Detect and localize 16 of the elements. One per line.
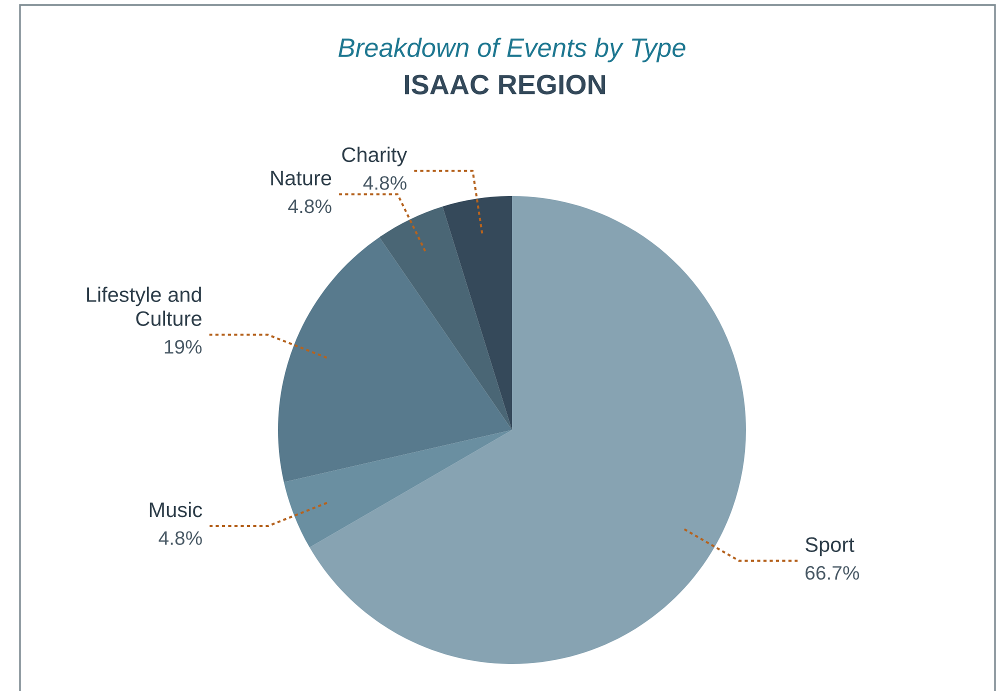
data-label: 66.7%	[806, 566, 860, 580]
pie-slice	[442, 196, 512, 430]
data-label: 19%	[164, 340, 202, 354]
slice-label: Music	[150, 502, 202, 518]
slice-label: Charity	[342, 146, 408, 166]
slice-label: Lifestyle and Culture	[87, 286, 202, 326]
data-label: 4.8%	[288, 199, 332, 214]
pie-slice	[278, 237, 512, 482]
slice-label: Nature	[271, 170, 332, 186]
pie-slice	[379, 206, 512, 430]
data-label: 4.8%	[158, 531, 202, 545]
pie-slice	[284, 430, 512, 548]
slice-label: Sport	[806, 537, 854, 556]
data-label: 4.8%	[363, 176, 406, 190]
chart-subtitle: ISAAC REGION	[404, 74, 605, 94]
chart-title: Breakdown of Events by Type	[338, 38, 686, 62]
